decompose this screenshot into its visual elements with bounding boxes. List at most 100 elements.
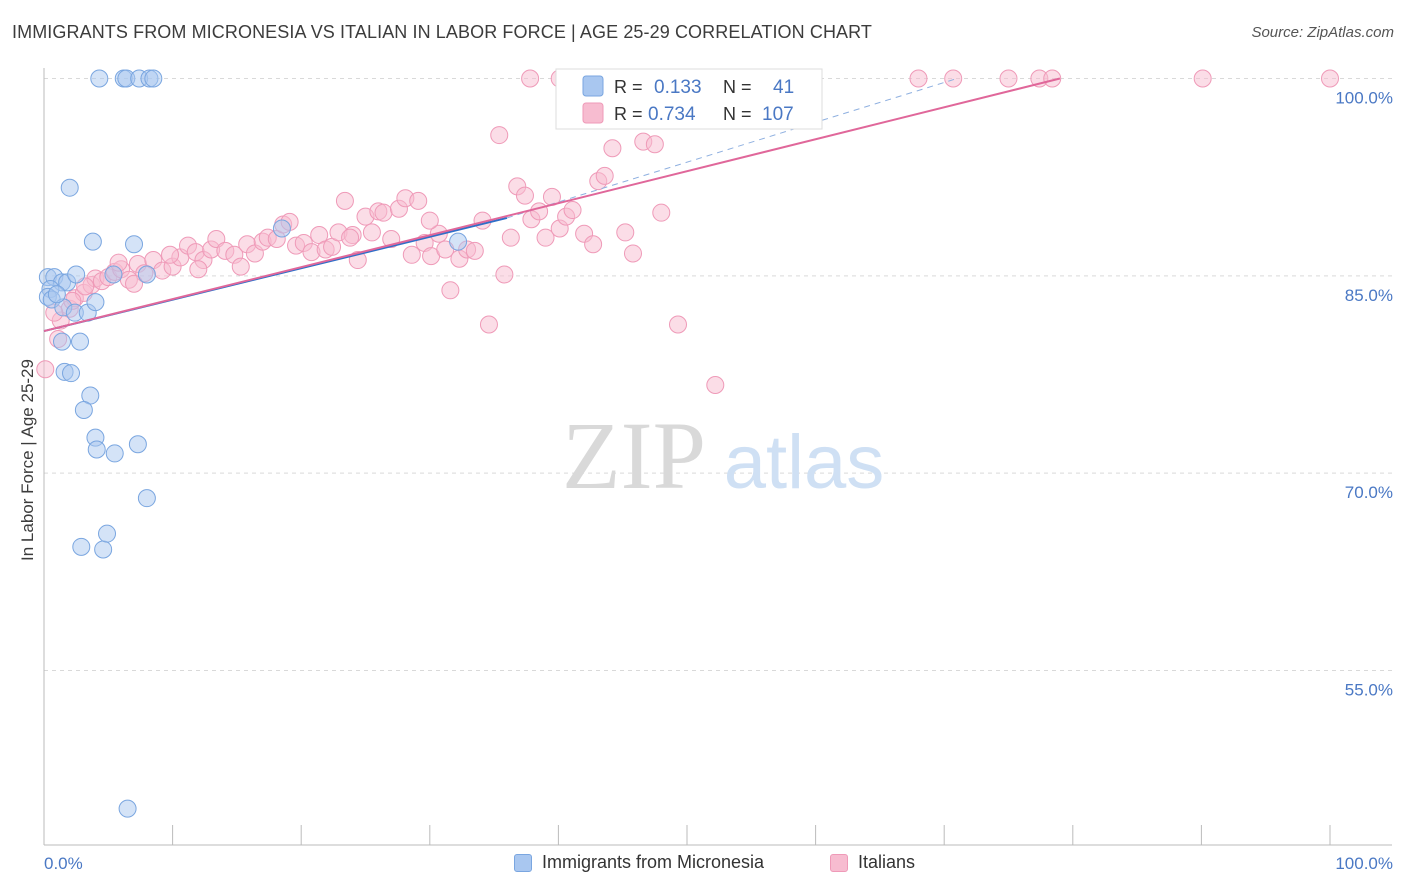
italians-point-91 bbox=[944, 69, 963, 88]
micronesia-point-25 bbox=[71, 332, 90, 351]
italians-point-69 bbox=[530, 202, 549, 221]
legend-r-label-2: R = bbox=[614, 104, 643, 124]
watermark: ZIP atlas bbox=[562, 402, 884, 509]
micronesia-point-15 bbox=[67, 265, 86, 284]
micronesia-point-0 bbox=[90, 69, 109, 88]
legend-swatch-micronesia bbox=[514, 853, 532, 872]
italians-point-83 bbox=[645, 135, 664, 154]
italians-point-67 bbox=[515, 186, 534, 205]
italians-point-0 bbox=[36, 360, 55, 379]
micronesia-point-27 bbox=[62, 364, 81, 383]
legend-swatch-blue bbox=[582, 75, 604, 97]
watermark-atlas: atlas bbox=[724, 420, 885, 505]
italians-point-105 bbox=[189, 260, 208, 279]
italians-point-60 bbox=[465, 241, 484, 260]
italians-point-85 bbox=[668, 315, 687, 334]
legend-n-value-1: 41 bbox=[773, 77, 794, 98]
gridlines bbox=[44, 78, 1392, 671]
x-tick-labels: 0.0% 100.0% bbox=[44, 854, 1393, 873]
micronesia-point-36 bbox=[94, 540, 113, 559]
micronesia-point-6 bbox=[60, 178, 79, 197]
italians-point-74 bbox=[563, 201, 582, 220]
italians-point-95 bbox=[1193, 69, 1212, 88]
legend-swatch-pink bbox=[582, 102, 604, 124]
italians-point-94 bbox=[1043, 69, 1062, 88]
watermark-zip: ZIP bbox=[562, 402, 706, 509]
italians-point-41 bbox=[335, 191, 354, 210]
bottom-legend: Immigrants from Micronesia Italians bbox=[0, 852, 1406, 878]
legend-r-label-1: R = bbox=[614, 77, 643, 97]
italians-point-106 bbox=[341, 228, 360, 247]
italians-point-107 bbox=[420, 211, 439, 230]
italians-point-90 bbox=[909, 69, 928, 88]
italians-point-62 bbox=[479, 315, 498, 334]
micronesia-point-40 bbox=[86, 293, 105, 312]
italians-point-78 bbox=[595, 166, 614, 185]
legend-n-value-2: 107 bbox=[762, 104, 794, 125]
legend-label-micronesia: Immigrants from Micronesia bbox=[542, 852, 765, 872]
micronesia-point-39 bbox=[47, 285, 66, 304]
legend-n-label-1: N = bbox=[723, 77, 752, 97]
micronesia-point-32 bbox=[105, 444, 124, 463]
legend-r-value-1: 0.133 bbox=[654, 77, 702, 98]
italians-point-47 bbox=[374, 203, 393, 222]
micronesia-point-8 bbox=[125, 235, 144, 254]
micronesia-point-10 bbox=[449, 232, 468, 251]
x-tick-label-0: 0.0% bbox=[44, 854, 83, 873]
italians-point-96 bbox=[1321, 69, 1339, 88]
x-tick-label-1: 100.0% bbox=[1335, 854, 1393, 873]
trend-lines bbox=[43, 77, 1061, 333]
micronesia-points bbox=[38, 69, 468, 818]
italians-point-51 bbox=[402, 245, 421, 264]
chart-title: IMMIGRANTS FROM MICRONESIA VS ITALIAN IN… bbox=[12, 22, 873, 42]
italians-point-45 bbox=[362, 223, 381, 242]
legend-label-italians: Italians bbox=[858, 852, 916, 872]
y-tick-label-1: 85.0% bbox=[1345, 286, 1393, 305]
micronesia-point-9 bbox=[272, 219, 291, 238]
italians-point-76 bbox=[584, 235, 603, 254]
italians-point-81 bbox=[623, 244, 642, 263]
micronesia-point-35 bbox=[72, 537, 91, 556]
stats-legend: R = 0.133 N = 41 R = 0.734 N = 107 bbox=[555, 68, 823, 130]
italians-point-63 bbox=[490, 126, 509, 145]
y-tick-labels: 100.0% 85.0% 70.0% 55.0% bbox=[1335, 89, 1393, 700]
y-tick-label-3: 55.0% bbox=[1345, 681, 1393, 700]
italians-point-64 bbox=[495, 265, 514, 284]
micronesia-point-24 bbox=[53, 332, 72, 351]
italians-point-79 bbox=[603, 139, 622, 158]
micronesia-point-31 bbox=[87, 440, 106, 459]
italians-point-97 bbox=[521, 69, 540, 88]
y-tick-label-0: 100.0% bbox=[1335, 89, 1393, 108]
micronesia-point-38 bbox=[118, 799, 137, 818]
italians-points bbox=[36, 69, 1339, 395]
italians-point-56 bbox=[436, 240, 455, 259]
micronesia-point-5 bbox=[144, 69, 163, 88]
italians-point-103 bbox=[125, 274, 144, 293]
micronesia-point-29 bbox=[74, 401, 93, 420]
italians-point-26 bbox=[231, 257, 250, 276]
legend-swatch-italians bbox=[830, 853, 848, 872]
legend-n-label-2: N = bbox=[723, 104, 752, 124]
micronesia-trend-extension bbox=[506, 78, 958, 219]
source-credit: Source: ZipAtlas.com bbox=[1251, 24, 1394, 41]
micronesia-point-20 bbox=[137, 265, 156, 284]
micronesia-point-37 bbox=[98, 524, 117, 543]
italians-point-65 bbox=[501, 228, 520, 247]
legend-item-italians[interactable]: Italians bbox=[830, 852, 915, 873]
legend-r-value-2: 0.734 bbox=[648, 104, 696, 125]
italians-point-86 bbox=[706, 376, 725, 395]
y-tick-label-2: 70.0% bbox=[1345, 483, 1393, 502]
micronesia-point-7 bbox=[83, 232, 102, 251]
italians-point-80 bbox=[616, 223, 635, 242]
legend-item-micronesia[interactable]: Immigrants from Micronesia bbox=[514, 852, 764, 873]
italians-point-57 bbox=[441, 281, 460, 300]
micronesia-point-33 bbox=[128, 435, 147, 454]
italians-point-84 bbox=[652, 203, 671, 222]
italians-point-70 bbox=[536, 228, 555, 247]
italians-trend-line bbox=[43, 77, 1061, 333]
micronesia-point-19 bbox=[104, 265, 123, 284]
italians-point-104 bbox=[161, 245, 180, 264]
italians-point-52 bbox=[409, 191, 428, 210]
micronesia-point-34 bbox=[137, 489, 156, 508]
